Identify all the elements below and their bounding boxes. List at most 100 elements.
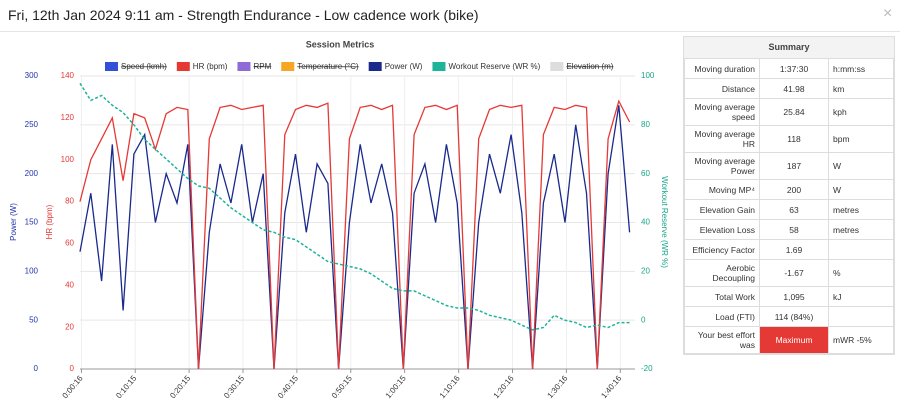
row-unit: kJ <box>828 286 894 307</box>
y-axis-label: Power (W) <box>9 203 18 241</box>
y3-tick-label: 60 <box>65 239 74 248</box>
summary-row: Moving average speed 25.84 kph <box>684 98 894 126</box>
legend-label: Power (W) <box>385 62 423 71</box>
row-value: 1,095 <box>759 286 829 307</box>
summary-row: Total Work 1,095 kJ <box>684 286 894 307</box>
x-tick-label: 0:30:15 <box>222 373 246 400</box>
row-value: 187 <box>759 152 829 180</box>
summary-row: Moving average Power 187 W <box>684 152 894 180</box>
x-tick-label: 1:00:15 <box>384 373 408 400</box>
row-label: Load (FTI) <box>684 306 760 327</box>
x-tick-label: 0:10:15 <box>114 373 138 400</box>
series-line <box>79 99 631 370</box>
legend-label: Temperature (°C) <box>297 62 359 71</box>
row-unit: mWR -5% <box>828 326 894 354</box>
row-unit: W <box>828 179 894 200</box>
x-tick-label: 1:20:16 <box>492 373 516 400</box>
row-value: 118 <box>759 125 829 153</box>
legend-label: RPM <box>253 62 271 71</box>
x-tick-label: 0:00:16 <box>61 373 85 400</box>
x-tick-label: 1:10:16 <box>438 373 462 400</box>
summary-panel: Summary Moving duration 1:37:30 h:mm:ss Dis… <box>683 36 895 355</box>
y3-tick-label: 140 <box>61 71 75 80</box>
header: Fri, 12th Jan 2024 9:11 am - Strength En… <box>0 0 900 32</box>
x-tick-label: 0:20:15 <box>168 373 192 400</box>
x-tick-label: 0:40:15 <box>276 373 300 400</box>
summary-row: Moving average HR 118 bpm <box>684 125 894 153</box>
row-label: Distance <box>684 78 760 99</box>
row-label: Your best effort was <box>684 326 760 354</box>
y2-tick-label: 20 <box>641 266 650 275</box>
row-label: Moving average Power <box>684 152 760 180</box>
row-unit <box>828 239 894 260</box>
row-value: 1.69 <box>759 239 829 260</box>
y3-tick-label: 100 <box>61 155 75 164</box>
summary-row: Efficiency Factor 1.69 <box>684 239 894 260</box>
y-tick-label: 250 <box>25 120 39 129</box>
row-label: Moving MP⁴ <box>684 179 760 200</box>
y-tick-label: 200 <box>25 169 39 178</box>
y2-tick-label: 80 <box>641 120 650 129</box>
x-tick-label: 1:30:16 <box>545 373 569 400</box>
row-label: Moving duration <box>684 58 760 79</box>
y2-tick-label: 60 <box>641 169 650 178</box>
row-unit: km <box>828 78 894 99</box>
y3-tick-label: 20 <box>65 322 74 331</box>
row-label: Moving average speed <box>684 98 760 126</box>
summary-row: Moving MP⁴ 200 W <box>684 179 894 200</box>
legend-label: HR (bpm) <box>193 62 228 71</box>
row-value: 41.98 <box>759 78 829 99</box>
legend-label: Workout Reserve (WR %) <box>448 62 540 71</box>
row-unit: W <box>828 152 894 180</box>
summary-table: Moving duration 1:37:30 h:mm:ss Distance 41.… <box>684 58 894 354</box>
row-value: -1.67 <box>759 259 829 287</box>
y3-tick-label: 80 <box>65 197 74 206</box>
row-value: Maximum <box>759 326 829 354</box>
row-value: 114 (84%) <box>759 306 829 327</box>
row-unit: kph <box>828 98 894 126</box>
chart-title: Session Metrics <box>306 39 375 49</box>
y-tick-label: 150 <box>25 218 39 227</box>
y2-tick-label: -20 <box>641 364 653 373</box>
summary-row: Aerobic Decoupling -1.67% <box>684 259 894 287</box>
row-unit: metres <box>828 219 894 240</box>
row-label: Total Work <box>684 286 760 307</box>
row-value: 200 <box>759 179 829 200</box>
legend-swatch <box>281 62 295 71</box>
x-tick-label: 0:50:15 <box>330 373 354 400</box>
row-unit <box>828 306 894 327</box>
y3-axis-label: HR (bpm) <box>45 204 54 239</box>
y3-tick-label: 120 <box>61 113 75 122</box>
legend-label: Elevation (m) <box>566 62 613 71</box>
row-unit: h:mm:ss <box>828 58 894 79</box>
series-line <box>79 82 630 331</box>
close-button[interactable]: × <box>883 5 893 22</box>
row-label: Efficiency Factor <box>684 239 760 260</box>
chart: Session Metrics 050100150200250300020406… <box>9 39 669 400</box>
row-label: Aerobic Decoupling <box>684 259 760 287</box>
summary-row: Your best effort was Maximum mWR -5% <box>684 326 894 354</box>
summary-row: Moving duration 1:37:30 h:mm:ss <box>684 58 894 79</box>
legend-swatch <box>237 62 251 71</box>
row-unit: bpm <box>828 125 894 153</box>
row-value: 1:37:30 <box>759 58 829 79</box>
row-value: 25.84 <box>759 98 829 126</box>
y-tick-label: 50 <box>29 315 38 324</box>
summary-row: Distance 41.98 km <box>684 78 894 99</box>
summary-row: Elevation Loss 58 metres <box>684 219 894 240</box>
y2-tick-label: 0 <box>641 315 646 324</box>
legend-swatch <box>176 62 190 71</box>
y2-axis-label: Workout Reserve (WR %) <box>660 176 669 268</box>
row-unit: metres <box>828 199 894 220</box>
y2-tick-label: 100 <box>641 71 655 80</box>
y3-tick-label: 40 <box>65 280 74 289</box>
row-unit: % <box>828 259 894 287</box>
legend-swatch <box>432 62 446 71</box>
y-tick-label: 100 <box>25 266 39 275</box>
y2-tick-label: 40 <box>641 218 650 227</box>
row-label: Elevation Gain <box>684 199 760 220</box>
row-value: 63 <box>759 199 829 220</box>
legend-swatch <box>105 62 118 71</box>
summary-row: Load (FTI) 114 (84%) <box>684 306 894 327</box>
